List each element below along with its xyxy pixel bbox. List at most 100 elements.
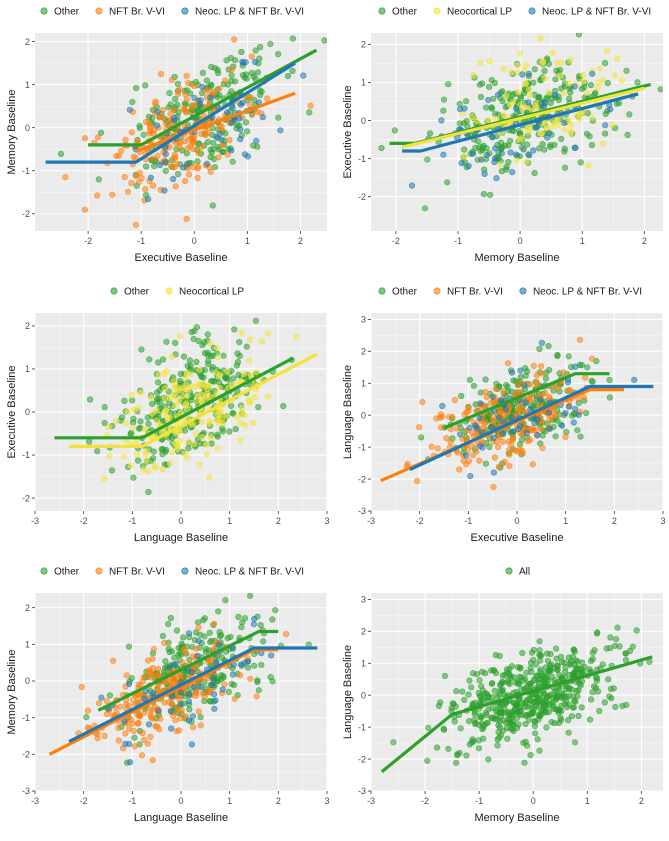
data-point — [135, 404, 142, 412]
data-point — [526, 125, 533, 132]
data-point — [242, 119, 250, 126]
data-point — [191, 94, 198, 102]
data-point — [103, 710, 110, 718]
data-point — [477, 59, 484, 66]
data-point — [176, 397, 183, 405]
data-point — [443, 435, 450, 442]
legend-key — [433, 7, 441, 15]
data-point — [122, 730, 129, 737]
data-point — [238, 329, 245, 336]
data-point — [496, 734, 503, 741]
y-tick-label: -3 — [22, 786, 30, 796]
data-point — [129, 424, 136, 431]
data-point — [228, 66, 235, 73]
data-point — [142, 186, 149, 193]
data-point — [231, 36, 238, 43]
data-point — [267, 40, 274, 48]
data-point — [441, 672, 449, 680]
data-point — [168, 76, 175, 83]
data-point — [476, 415, 483, 422]
data-point — [576, 666, 584, 673]
data-point — [215, 154, 222, 161]
data-point — [481, 170, 488, 177]
data-point — [216, 633, 224, 640]
data-point — [168, 163, 175, 170]
x-tick-label: -2 — [392, 236, 400, 246]
data-point — [565, 353, 572, 360]
data-point — [154, 723, 161, 730]
data-point — [293, 333, 300, 341]
data-point — [141, 673, 148, 681]
data-point — [100, 475, 108, 482]
x-tick-label: 1 — [585, 796, 590, 806]
data-point — [160, 356, 167, 363]
data-point — [485, 116, 492, 123]
data-point — [529, 461, 536, 468]
data-point — [457, 431, 464, 438]
data-point — [434, 744, 441, 751]
data-point — [153, 407, 160, 414]
data-point — [633, 627, 640, 634]
data-point — [183, 215, 190, 222]
data-point — [582, 409, 590, 417]
data-point — [201, 693, 208, 700]
legend-label: Neoc. LP & NFT Br. V-VI — [533, 287, 642, 298]
data-point — [564, 717, 572, 724]
data-point — [527, 664, 534, 672]
data-point — [449, 413, 456, 421]
data-point — [137, 713, 144, 720]
data-point — [473, 448, 480, 455]
legend-key — [181, 7, 189, 15]
data-point — [113, 152, 120, 159]
data-point — [613, 55, 621, 63]
data-point — [424, 156, 431, 163]
data-point — [238, 404, 246, 411]
data-point — [222, 597, 229, 604]
data-point — [526, 381, 534, 388]
data-point — [120, 453, 127, 460]
data-point — [150, 182, 157, 189]
data-point — [519, 450, 526, 457]
x-axis-label: Language Baseline — [134, 812, 228, 824]
y-tick-label: 2 — [25, 603, 30, 613]
y-tick-label: -1 — [358, 154, 366, 164]
data-point — [234, 359, 241, 366]
data-point — [543, 650, 551, 657]
legend-key — [433, 287, 441, 295]
data-point — [469, 113, 476, 120]
data-point — [182, 177, 189, 185]
data-point — [240, 370, 248, 378]
data-point — [444, 179, 451, 186]
data-point — [222, 374, 229, 381]
data-point — [543, 724, 550, 731]
data-point — [161, 395, 168, 402]
data-point — [493, 175, 500, 182]
data-point — [177, 689, 184, 696]
data-point — [231, 695, 238, 702]
data-point — [109, 191, 116, 198]
data-point — [517, 367, 524, 374]
data-point — [185, 80, 192, 87]
data-point — [188, 741, 195, 748]
data-point — [174, 80, 181, 87]
data-point — [525, 70, 532, 77]
data-point — [488, 105, 496, 112]
data-point — [578, 704, 585, 711]
data-point — [586, 716, 594, 723]
data-point — [184, 161, 191, 168]
data-point — [419, 398, 426, 406]
data-point — [131, 734, 138, 741]
data-point — [539, 444, 546, 452]
data-point — [215, 608, 222, 615]
data-point — [103, 697, 110, 705]
data-point — [390, 739, 397, 746]
data-point — [247, 593, 254, 599]
data-point — [449, 700, 457, 707]
data-point — [489, 393, 496, 400]
data-point — [522, 365, 529, 372]
data-point — [193, 324, 200, 331]
data-point — [224, 109, 231, 116]
data-point — [193, 629, 200, 636]
data-point — [551, 141, 558, 148]
data-point — [601, 130, 609, 137]
